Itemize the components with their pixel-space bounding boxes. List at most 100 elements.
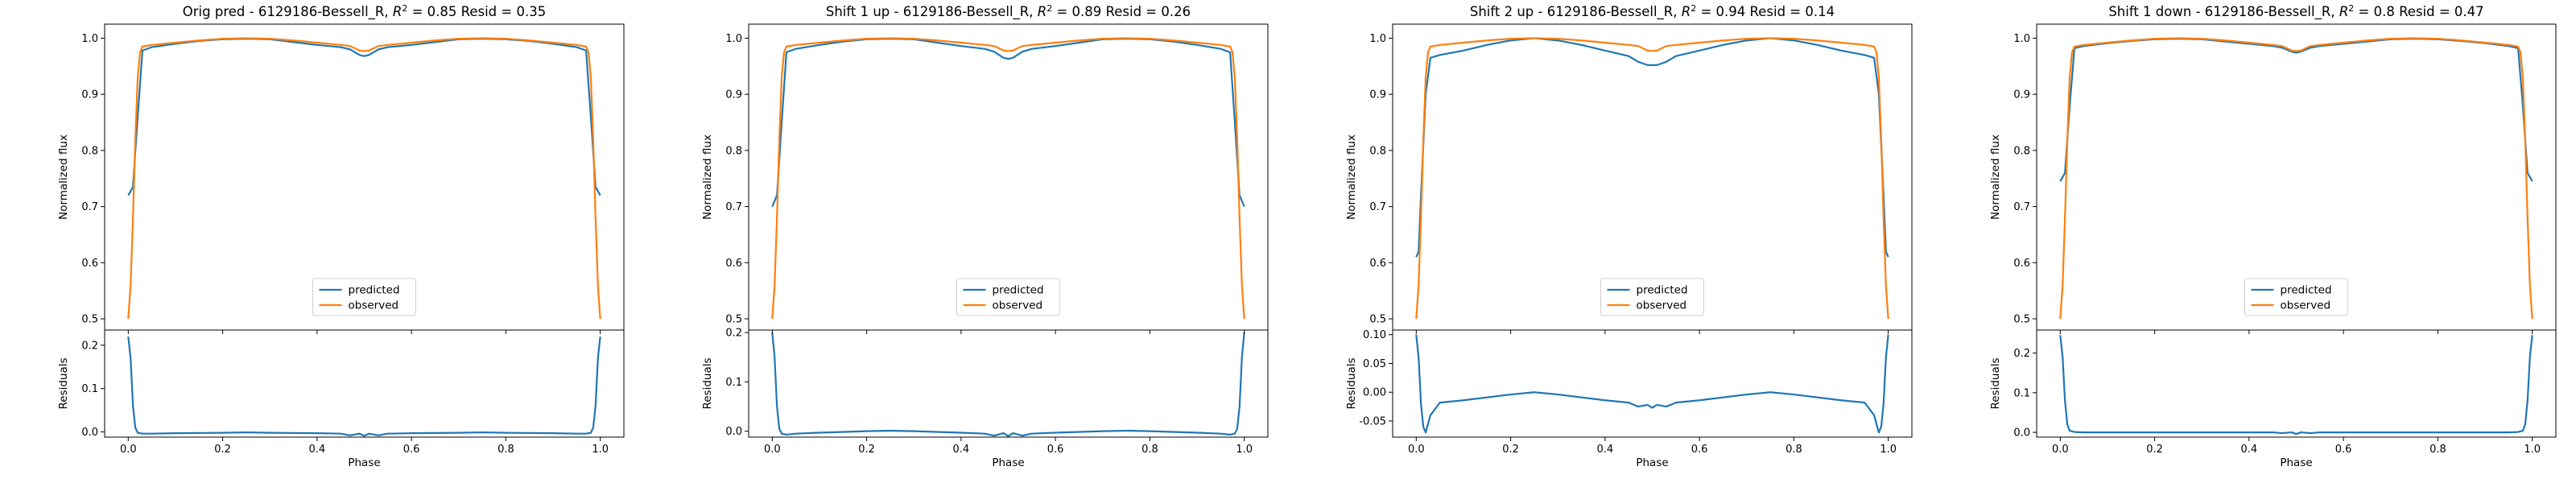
series-line-predicted (2059, 38, 2533, 182)
bottom-ytick-label: 0.1 (725, 377, 742, 389)
top-ytick-label: 0.9 (2013, 89, 2030, 101)
chart-panel-3: Shift 2 up - 6129186-Bessell_R, R2 = 0.9… (1345, 3, 1913, 469)
legend-box (2244, 278, 2348, 316)
xtick-label: 0.2 (1502, 444, 1519, 456)
xtick-label: 1.0 (592, 444, 609, 456)
xtick-label: 0.8 (1141, 444, 1158, 456)
top-ytick-label: 0.8 (81, 145, 98, 157)
xtick-label: 0.0 (764, 444, 781, 456)
bottom-ytick-label: 0.2 (81, 340, 98, 352)
chart-title: Shift 1 up - 6129186-Bessell_R, R2 = 0.8… (826, 3, 1191, 20)
bottom-ytick-label: 0.10 (1363, 329, 1386, 341)
series-line-residuals (771, 332, 1245, 437)
chart-title: Shift 1 down - 6129186-Bessell_R, R2 = 0… (2108, 3, 2483, 20)
top-ytick-label: 0.9 (725, 89, 742, 101)
chart-panel-1: Orig pred - 6129186-Bessell_R, R2 = 0.85… (57, 3, 625, 469)
bottom-ytick-label: 0.1 (81, 383, 98, 395)
bottom-axes-frame (1392, 329, 1913, 438)
series-line-observed (771, 37, 1245, 320)
bottom-ytick-label: 0.1 (2013, 387, 2030, 399)
top-ytick-label: 0.7 (1369, 201, 1386, 213)
xtick-label: 0.0 (2052, 444, 2069, 456)
xtick-label: 0.4 (953, 444, 970, 456)
top-ytick-label: 1.0 (725, 33, 742, 45)
xtick-label: 0.2 (858, 444, 875, 456)
bottom-ylabel: Residuals (1345, 357, 1358, 409)
top-ytick-label: 1.0 (1369, 33, 1386, 45)
top-ytick-label: 1.0 (81, 33, 98, 45)
top-ytick-label: 0.5 (1369, 314, 1386, 326)
top-ytick-label: 0.6 (1369, 258, 1386, 270)
xtick-label: 0.8 (2429, 444, 2446, 456)
top-ytick-label: 0.5 (81, 314, 98, 326)
xtick-label: 1.0 (1236, 444, 1253, 456)
xtick-label: 0.6 (1047, 444, 1064, 456)
series-line-predicted (127, 38, 601, 196)
series-line-predicted (1415, 37, 1889, 258)
top-ylabel: Normalized flux (1345, 134, 1358, 220)
xlabel: Phase (1636, 456, 1668, 469)
top-ytick-label: 0.8 (1369, 145, 1386, 157)
legend-label-observed: observed (349, 299, 399, 312)
xtick-label: 0.8 (497, 444, 514, 456)
bottom-ytick-label: -0.05 (1359, 415, 1386, 427)
xtick-label: 1.0 (2524, 444, 2541, 456)
xlabel: Phase (2280, 456, 2312, 469)
bottom-ytick-label: 0.2 (2013, 348, 2030, 360)
chart-panel-2: Shift 1 up - 6129186-Bessell_R, R2 = 0.8… (701, 3, 1269, 469)
top-ytick-label: 0.9 (81, 89, 98, 101)
xtick-label: 0.4 (2241, 444, 2258, 456)
bottom-ylabel: Residuals (57, 357, 70, 409)
xtick-label: 0.2 (214, 444, 231, 456)
chart-panel-4: Shift 1 down - 6129186-Bessell_R, R2 = 0… (1989, 3, 2557, 469)
xtick-label: 0.2 (2146, 444, 2163, 456)
bottom-ylabel: Residuals (1989, 357, 2002, 409)
legend-label-predicted: predicted (349, 284, 400, 297)
top-ylabel: Normalized flux (1989, 134, 2002, 220)
chart-title: Orig pred - 6129186-Bessell_R, R2 = 0.85… (183, 3, 546, 20)
xtick-label: 0.6 (1691, 444, 1708, 456)
top-ytick-label: 0.7 (81, 201, 98, 213)
xtick-label: 0.6 (2335, 444, 2352, 456)
top-ylabel: Normalized flux (701, 134, 714, 220)
legend-box (956, 278, 1060, 316)
legend-label-observed: observed (1637, 299, 1687, 312)
top-ytick-label: 0.9 (1369, 89, 1386, 101)
legend-label-predicted: predicted (993, 284, 1044, 297)
bottom-ytick-label: 0.2 (725, 328, 742, 340)
bottom-ytick-label: 0.00 (1363, 387, 1386, 399)
bottom-ytick-label: 0.0 (2013, 427, 2030, 440)
top-ytick-label: 0.6 (725, 258, 742, 270)
top-ytick-label: 0.6 (2013, 258, 2030, 270)
top-ytick-label: 1.0 (2013, 33, 2030, 45)
bottom-axes-frame (104, 329, 625, 438)
xtick-label: 0.0 (120, 444, 137, 456)
legend-label-predicted: predicted (2281, 284, 2332, 297)
top-ytick-label: 0.5 (2013, 314, 2030, 326)
top-ytick-label: 0.8 (2013, 145, 2030, 157)
xtick-label: 0.6 (403, 444, 420, 456)
top-ytick-label: 0.5 (725, 314, 742, 326)
bottom-axes-frame (2036, 329, 2557, 438)
legend-label-observed: observed (2281, 299, 2331, 312)
legend-label-predicted: predicted (1637, 284, 1688, 297)
series-line-residuals (2059, 335, 2533, 436)
xlabel: Phase (992, 456, 1024, 469)
bottom-axes-frame (748, 329, 1269, 438)
series-line-predicted (771, 38, 1245, 208)
legend-box (312, 278, 416, 316)
top-ytick-label: 0.7 (2013, 201, 2030, 213)
xtick-label: 0.8 (1785, 444, 1802, 456)
series-line-observed (127, 37, 601, 320)
bottom-ytick-label: 0.0 (81, 427, 98, 439)
top-ylabel: Normalized flux (57, 134, 70, 220)
bottom-ylabel: Residuals (701, 357, 714, 409)
series-line-observed (2059, 37, 2533, 320)
series-line-residuals (1415, 334, 1889, 434)
series-line-observed (1415, 37, 1889, 320)
xlabel: Phase (348, 456, 380, 469)
xtick-label: 0.4 (309, 444, 326, 456)
xtick-label: 1.0 (1880, 444, 1897, 456)
bottom-ytick-label: 0.05 (1363, 358, 1386, 370)
